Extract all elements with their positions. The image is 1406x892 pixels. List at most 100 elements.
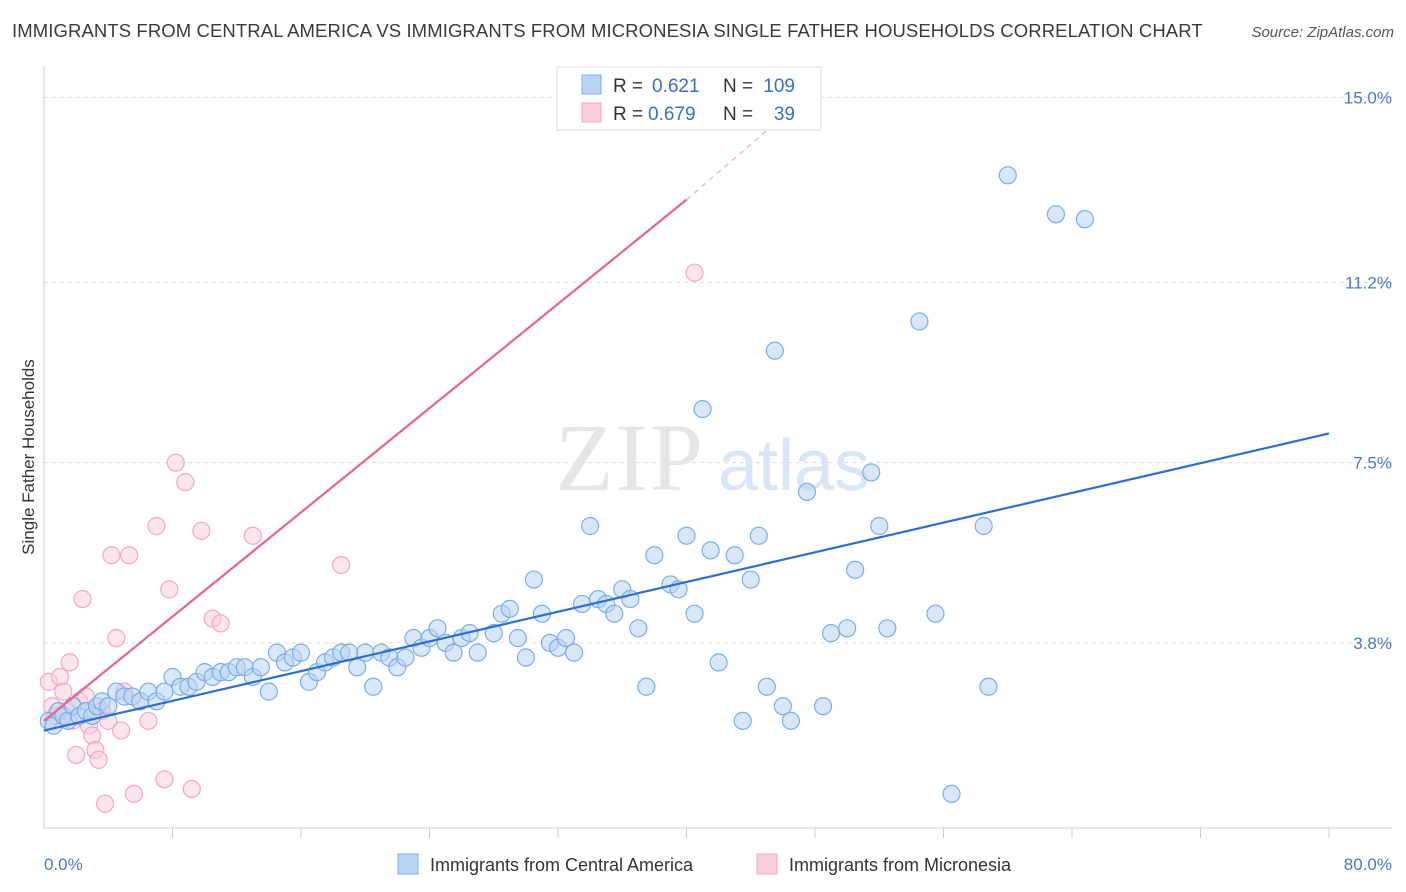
central-america-point (757, 677, 776, 696)
bottom-legend-swatch-blue (397, 853, 419, 875)
x-tick-label-min: 0.0% (44, 855, 83, 874)
micronesia-point (67, 745, 86, 765)
central-america-point (781, 711, 801, 730)
x-tick-label-max: 80.0% (1344, 855, 1392, 874)
central-america-point (797, 482, 817, 502)
central-america-point (468, 643, 487, 662)
micronesia-point (332, 555, 351, 575)
micronesia-point (139, 711, 158, 730)
central-america-point (926, 604, 945, 623)
central-america-point (564, 643, 584, 662)
legend-r-value-2: 0.679 (648, 104, 696, 125)
central-america-point (581, 516, 600, 536)
legend-swatch-pink (581, 102, 602, 123)
trend-line-micronesia (43, 198, 688, 722)
central-america-point (813, 697, 833, 716)
micronesia-point (120, 546, 139, 565)
central-america-point (979, 677, 998, 696)
micronesia-point (160, 580, 179, 599)
micronesia-point (107, 628, 126, 648)
y-tick-labels: 3.8% 7.5% 11.2% 15.0% (1344, 88, 1392, 653)
legend-r-label-2: R = (613, 104, 643, 125)
central-america-point (1075, 210, 1094, 229)
central-america-point (838, 619, 857, 638)
central-america-point (637, 677, 656, 696)
central-america-point (862, 463, 881, 482)
micronesia-point (102, 546, 121, 565)
central-america-point (556, 628, 576, 648)
y-tick-label: 7.5% (1353, 454, 1392, 473)
central-america-point (741, 570, 760, 589)
series-micronesia (39, 263, 704, 813)
central-america-point (733, 711, 752, 730)
central-america-point (701, 541, 720, 560)
micronesia-point (182, 779, 201, 799)
central-america-point (693, 399, 712, 419)
y-tick-label: 11.2% (1345, 273, 1392, 292)
central-america-point (998, 166, 1017, 185)
micronesia-point (155, 770, 174, 789)
central-america-point (685, 604, 704, 623)
central-america-point (725, 546, 744, 565)
central-america-point (629, 619, 648, 638)
central-america-point (749, 526, 768, 545)
central-america-point (484, 624, 503, 643)
central-america-point (259, 682, 278, 701)
central-america-point (251, 658, 270, 677)
central-america-point (773, 697, 792, 716)
legend-r-value-1: 0.621 (652, 76, 700, 97)
micronesia-point (95, 794, 115, 813)
micronesia-point (685, 263, 704, 282)
central-america-point (1046, 205, 1066, 224)
micronesia-point (54, 682, 73, 701)
y-axis-title: Single Father Households (19, 359, 38, 555)
legend-n-label-2: N = (723, 104, 753, 125)
watermark: ZIP atlas (555, 404, 870, 511)
micronesia-point (73, 589, 92, 609)
y-tick-label: 3.8% (1353, 634, 1392, 653)
central-america-point (709, 653, 728, 672)
central-america-point (508, 628, 527, 648)
central-america-point (605, 604, 624, 623)
bottom-legend-label-central-america: Immigrants from Central America (430, 855, 694, 875)
trend-line-micronesia-extension (686, 116, 784, 201)
watermark-zip: ZIP (555, 404, 705, 511)
legend-n-value-2: 39 (774, 104, 795, 125)
grid-lines (44, 96, 1392, 644)
axes (43, 66, 1392, 829)
y-tick-label: 15.0% (1344, 88, 1392, 107)
central-america-point (942, 784, 961, 804)
micronesia-point (111, 721, 131, 740)
central-america-point (974, 516, 993, 536)
micronesia-point (211, 614, 230, 633)
chart-title: IMMIGRANTS FROM CENTRAL AMERICA VS IMMIG… (12, 20, 1203, 41)
series-legend: Immigrants from Central America Immigran… (397, 853, 1012, 875)
central-america-point (396, 648, 415, 667)
micronesia-point (124, 784, 144, 804)
x-ticks (172, 828, 1330, 838)
micronesia-point (192, 521, 211, 540)
legend-swatch-blue (581, 74, 602, 95)
micronesia-point (89, 750, 108, 769)
central-america-point (524, 570, 544, 589)
chart-source: Source: ZipAtlas.com (1251, 24, 1394, 41)
watermark-atlas: atlas (718, 426, 870, 506)
central-america-point (428, 619, 447, 638)
trend-lines (43, 116, 1330, 732)
legend-n-value-1: 109 (763, 76, 795, 97)
micronesia-point (243, 526, 262, 545)
legend-r-label-1: R = (613, 76, 643, 97)
micronesia-point (176, 473, 195, 492)
central-america-point (291, 643, 311, 662)
central-america-point (516, 648, 535, 667)
bottom-legend-label-micronesia: Immigrants from Micronesia (789, 855, 1012, 875)
central-america-point (910, 312, 929, 331)
micronesia-point (166, 453, 185, 472)
central-america-point (878, 619, 897, 638)
central-america-point (870, 516, 889, 536)
micronesia-point (60, 653, 79, 672)
micronesia-point (147, 516, 166, 536)
correlation-legend: R = 0.621 N = 109 R = 0.679 N = 39 (556, 66, 822, 131)
central-america-point (846, 560, 865, 579)
